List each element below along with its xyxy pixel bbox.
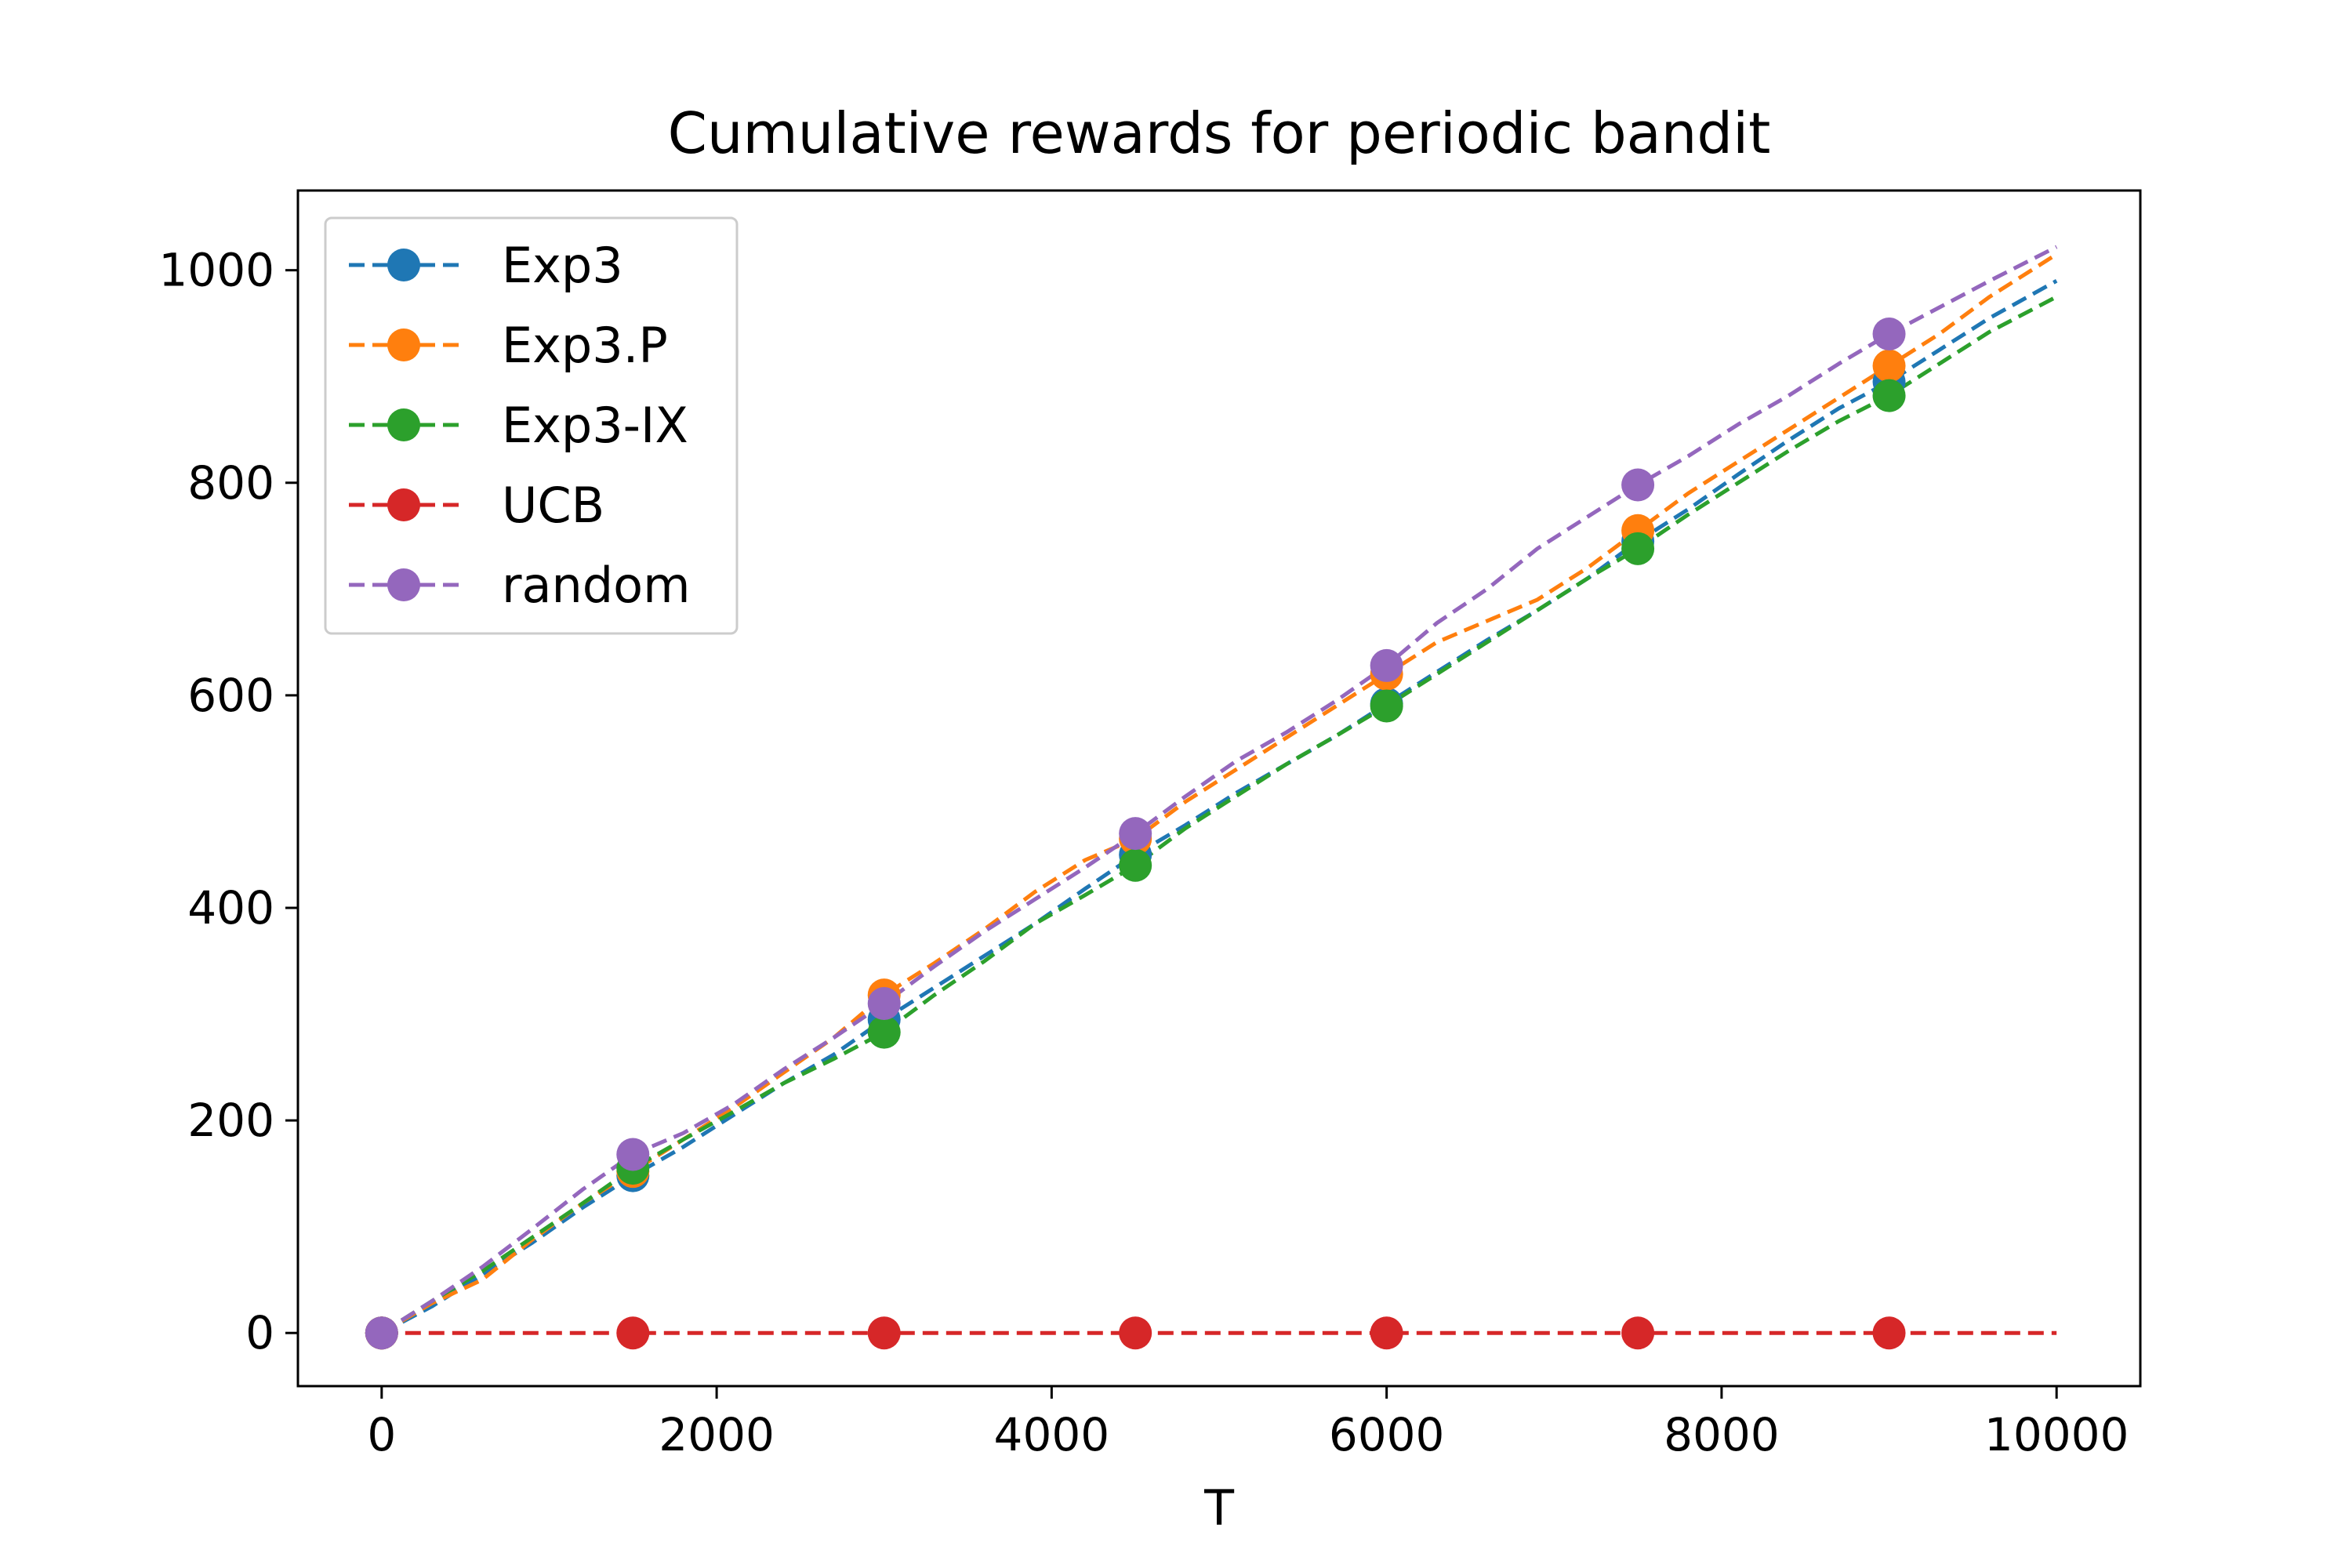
data-point-exp3-ix [1872, 379, 1906, 412]
data-point-ucb [1621, 1316, 1655, 1350]
x-tick-label: 10000 [1984, 1408, 2129, 1461]
data-point-exp3-p [1872, 349, 1906, 383]
legend-label-exp3-ix: Exp3-IX [502, 397, 688, 454]
series-line-random [380, 245, 2058, 1335]
data-point-random [1872, 318, 1906, 350]
data-point-exp3-ix [1621, 532, 1655, 565]
series-line-exp3 [380, 279, 2058, 1335]
x-tick-label: 4000 [994, 1408, 1110, 1461]
data-point-ucb [867, 1316, 901, 1350]
legend-marker-exp3 [387, 249, 420, 281]
y-tick-label: 0 [245, 1306, 274, 1359]
x-axis-label: T [1203, 1479, 1235, 1537]
data-point-ucb [616, 1316, 650, 1350]
legend-marker-exp3-ix [387, 408, 420, 441]
y-tick-label: 200 [187, 1094, 274, 1147]
data-point-random [1119, 817, 1152, 851]
x-tick-label: 0 [367, 1408, 396, 1461]
x-tick-label: 8000 [1664, 1408, 1780, 1461]
x-tick-label: 2000 [659, 1408, 775, 1461]
legend-label-ucb: UCB [502, 477, 604, 534]
data-point-random [1621, 468, 1655, 502]
legend-label-exp3-p: Exp3.P [502, 317, 668, 374]
x-tick-label: 6000 [1329, 1408, 1445, 1461]
data-point-random [365, 1316, 398, 1350]
series-line-exp3-p [380, 252, 2058, 1335]
legend-label-exp3: Exp3 [502, 237, 623, 294]
data-point-exp3-ix [1119, 848, 1152, 882]
y-tick-label: 600 [187, 669, 274, 722]
legend-box [324, 216, 739, 635]
y-tick-label: 800 [187, 456, 274, 510]
data-point-random [867, 987, 901, 1020]
legend-label-random: random [502, 557, 690, 614]
chart-title: Cumulative rewards for periodic bandit [668, 100, 1771, 166]
legend-marker-ucb [387, 488, 420, 521]
data-point-ucb [1872, 1316, 1906, 1350]
plot-frame [296, 189, 2142, 1388]
data-point-exp3-ix [867, 1015, 901, 1049]
series-line-exp3-ix [380, 295, 2058, 1335]
y-tick-label: 400 [187, 881, 274, 935]
legend-marker-exp3-p [387, 328, 420, 361]
y-tick-label: 1000 [158, 244, 274, 297]
data-point-ucb [1370, 1316, 1403, 1350]
data-point-exp3-ix [1370, 689, 1403, 723]
legend-marker-random [387, 568, 420, 601]
data-point-random [616, 1138, 650, 1171]
data-point-random [1370, 648, 1403, 682]
data-point-ucb [1119, 1316, 1152, 1350]
